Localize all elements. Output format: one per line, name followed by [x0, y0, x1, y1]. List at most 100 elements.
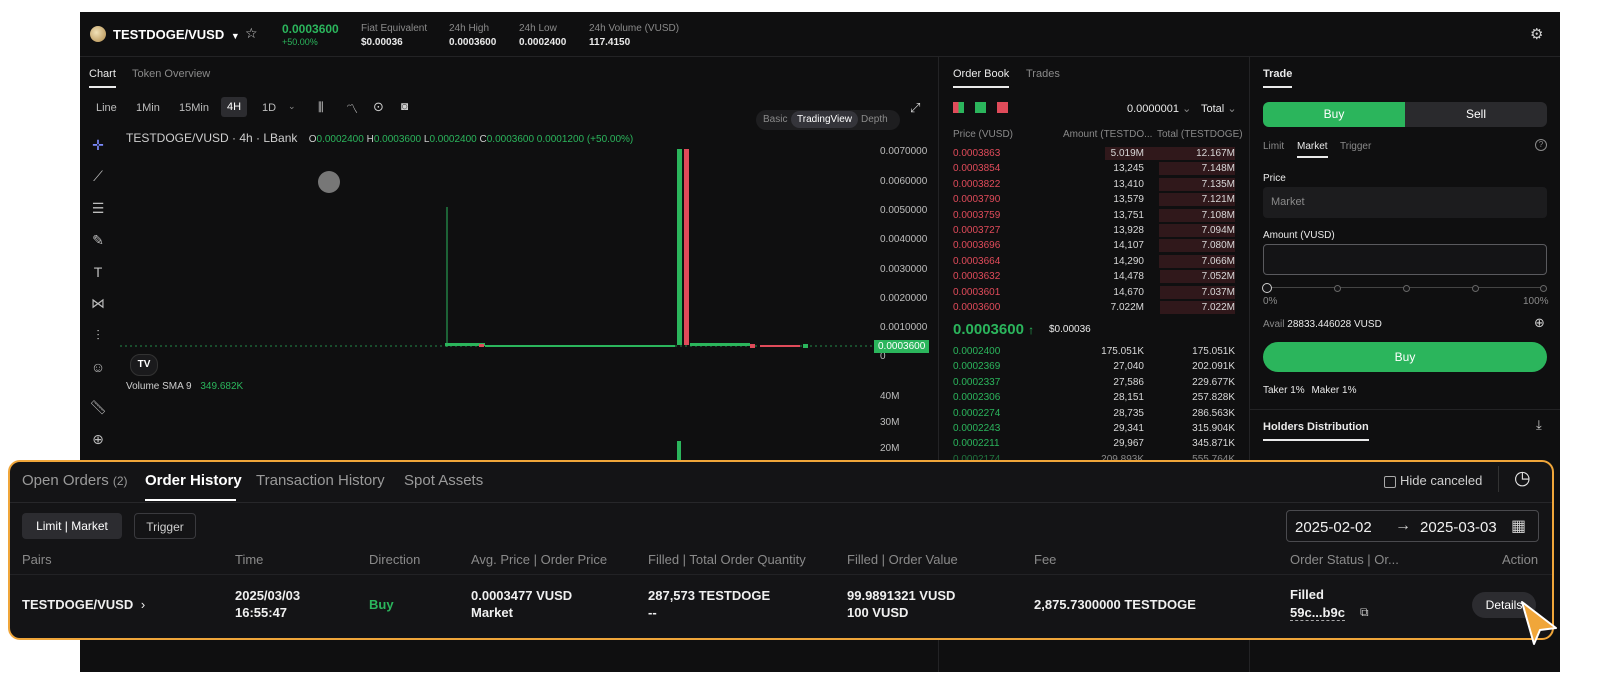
ask-total: 7.066M — [1201, 255, 1235, 267]
pair-selector[interactable]: TESTDOGE/VUSD ▼ — [113, 27, 240, 42]
amount-input[interactable] — [1263, 244, 1547, 275]
ask-row[interactable]: 0.0003632 14,478 7.052M — [939, 269, 1249, 284]
settings-gear-icon[interactable]: ⚙ — [1530, 26, 1544, 43]
view-asks-icon[interactable] — [997, 102, 1008, 113]
amount-slider-handle[interactable] — [1262, 283, 1272, 293]
col-direction: Direction — [369, 552, 421, 567]
order-type-trigger[interactable]: Trigger — [1340, 141, 1372, 152]
emoji-icon[interactable]: ☺ — [90, 359, 106, 375]
tab-order-history[interactable]: Order History — [145, 472, 242, 489]
view-basic[interactable]: Basic — [763, 114, 788, 125]
hide-canceled-checkbox[interactable] — [1384, 476, 1396, 488]
trend-line-icon[interactable]: ⟋ — [93, 168, 103, 184]
tab-trades[interactable]: Trades — [1026, 68, 1060, 80]
stat-value: $0.00036 — [361, 37, 403, 48]
ask-row[interactable]: 0.0003600 7.022M 7.022M — [939, 300, 1249, 315]
depth-bar — [1105, 147, 1235, 160]
hide-canceled-label[interactable]: Hide canceled — [1400, 473, 1483, 488]
volume-axis-label: 20M — [880, 443, 900, 454]
ask-row[interactable]: 0.0003601 14,670 7.037M — [939, 285, 1249, 300]
bid-price: 0.0002400 — [953, 346, 1001, 357]
interval-4h[interactable]: 4H — [221, 97, 248, 117]
date-to[interactable]: 2025-03-03 — [1420, 519, 1497, 536]
price-input[interactable]: Market — [1263, 187, 1547, 218]
text-tool-icon[interactable]: T — [93, 264, 103, 280]
bid-row[interactable]: 0.0002306 28,151 257.828K — [939, 390, 1249, 405]
download-icon[interactable]: ⤓ — [1536, 417, 1542, 432]
zoom-in-icon[interactable]: ⊕ — [92, 431, 104, 447]
horizontal-lines-icon[interactable]: ☰ — [91, 200, 105, 216]
ask-row[interactable]: 0.0003863 5.019M 12.167M — [939, 146, 1249, 161]
order-type-limit[interactable]: Limit — [1263, 141, 1285, 152]
tab-open-orders[interactable]: Open Orders (2) — [22, 472, 128, 489]
crosshair-icon[interactable]: ✛ — [92, 137, 104, 153]
bid-row[interactable]: 0.0002243 29,341 315.904K — [939, 421, 1249, 436]
copy-icon[interactable]: ⧉ — [1360, 605, 1369, 619]
bid-row[interactable]: 0.0002211 29,967 345.871K — [939, 436, 1249, 451]
history-clock-icon[interactable]: ◷ — [1514, 468, 1531, 489]
total-select[interactable]: Total ⌄ — [1201, 102, 1237, 115]
view-both-icon[interactable] — [953, 102, 964, 113]
bid-row[interactable]: 0.0002369 27,040 202.091K — [939, 359, 1249, 374]
buy-tab[interactable]: Buy — [1263, 102, 1405, 127]
tab-chart[interactable]: Chart — [89, 68, 116, 88]
interval-1d[interactable]: 1D — [262, 102, 277, 114]
view-depth[interactable]: Depth — [861, 114, 888, 125]
star-icon[interactable]: ☆ — [245, 25, 258, 41]
tab-spot-assets[interactable]: Spot Assets — [404, 472, 484, 489]
ask-row[interactable]: 0.0003854 13,245 7.148M — [939, 161, 1249, 176]
date-range-picker[interactable]: 2025-02-02 → 2025-03-03 ▦ — [1286, 510, 1539, 542]
date-from[interactable]: 2025-02-02 — [1295, 519, 1372, 536]
filter-limit-market[interactable]: Limit | Market — [22, 513, 122, 539]
brush-icon[interactable]: ✎ — [92, 232, 104, 248]
add-funds-icon[interactable]: ⊕ — [1534, 315, 1545, 330]
fullscreen-icon[interactable]: ⤢ — [910, 100, 921, 115]
interval-15min[interactable]: 15Min — [179, 102, 209, 114]
interval-line[interactable]: Line — [96, 102, 117, 114]
ruler-icon[interactable]: 📏︎ — [89, 399, 107, 415]
ask-total: 7.080M — [1201, 240, 1235, 252]
calendar-icon[interactable]: ▦ — [1511, 518, 1527, 535]
precision-select[interactable]: 0.0000001 ⌄ — [1127, 102, 1191, 115]
ask-row[interactable]: 0.0003759 13,751 7.108M — [939, 208, 1249, 223]
tab-order-book[interactable]: Order Book — [953, 68, 1010, 88]
legend-c-label: C — [479, 134, 487, 145]
candle-type-icon[interactable]: ⫼ — [318, 100, 324, 114]
bid-row[interactable]: 0.0002337 27,586 229.677K — [939, 375, 1249, 390]
screenshot-camera-icon[interactable]: ◙ — [401, 99, 409, 113]
fee-info: Taker 1% Maker 1% — [1263, 385, 1356, 396]
slider-step-dot[interactable] — [1334, 285, 1341, 292]
view-bids-icon[interactable] — [975, 102, 986, 113]
tab-transaction-history[interactable]: Transaction History — [256, 472, 385, 489]
help-icon[interactable]: ? — [1535, 139, 1547, 151]
taker-fee: Taker 1% — [1263, 385, 1305, 396]
chevron-down-icon[interactable]: ⌄ — [288, 101, 296, 111]
row-pair[interactable]: TESTDOGE/VUSD › — [22, 597, 145, 612]
prediction-icon[interactable]: ⫶ — [96, 327, 100, 343]
tab-token-overview[interactable]: Token Overview — [132, 68, 211, 80]
ask-row[interactable]: 0.0003664 14,290 7.066M — [939, 254, 1249, 269]
chart-settings-icon[interactable]: ⊙ — [373, 99, 384, 114]
slider-step-dot[interactable] — [1403, 285, 1410, 292]
ask-amount: 14,290 — [1113, 255, 1144, 267]
bid-row[interactable]: 0.0002274 28,735 286.563K — [939, 406, 1249, 421]
bid-row[interactable]: 0.0002400 175.051K 175.051K — [939, 344, 1249, 359]
view-tradingview[interactable]: TradingView — [791, 111, 859, 128]
indicators-icon[interactable]: 〽 — [346, 102, 359, 116]
bid-row[interactable]: 0.0002174 209.893K 555.764K — [939, 452, 1249, 462]
slider-step-dot[interactable] — [1472, 285, 1479, 292]
interval-1min[interactable]: 1Min — [136, 102, 160, 114]
filter-trigger[interactable]: Trigger — [134, 513, 196, 539]
pattern-icon[interactable]: ⋈ — [91, 295, 105, 311]
ask-row[interactable]: 0.0003696 14,107 7.080M — [939, 238, 1249, 253]
ask-row[interactable]: 0.0003727 13,928 7.094M — [939, 223, 1249, 238]
row-order-id[interactable]: 59c...b9c — [1290, 605, 1345, 621]
slider-step-dot[interactable] — [1540, 285, 1547, 292]
order-type-market[interactable]: Market — [1297, 141, 1328, 158]
buy-button[interactable]: Buy — [1263, 342, 1547, 372]
ask-row[interactable]: 0.0003790 13,579 7.121M — [939, 192, 1249, 207]
bid-price: 0.0002306 — [953, 392, 1001, 404]
chevron-right-icon: › — [140, 597, 146, 612]
sell-tab[interactable]: Sell — [1405, 102, 1547, 127]
ask-row[interactable]: 0.0003822 13,410 7.135M — [939, 177, 1249, 192]
